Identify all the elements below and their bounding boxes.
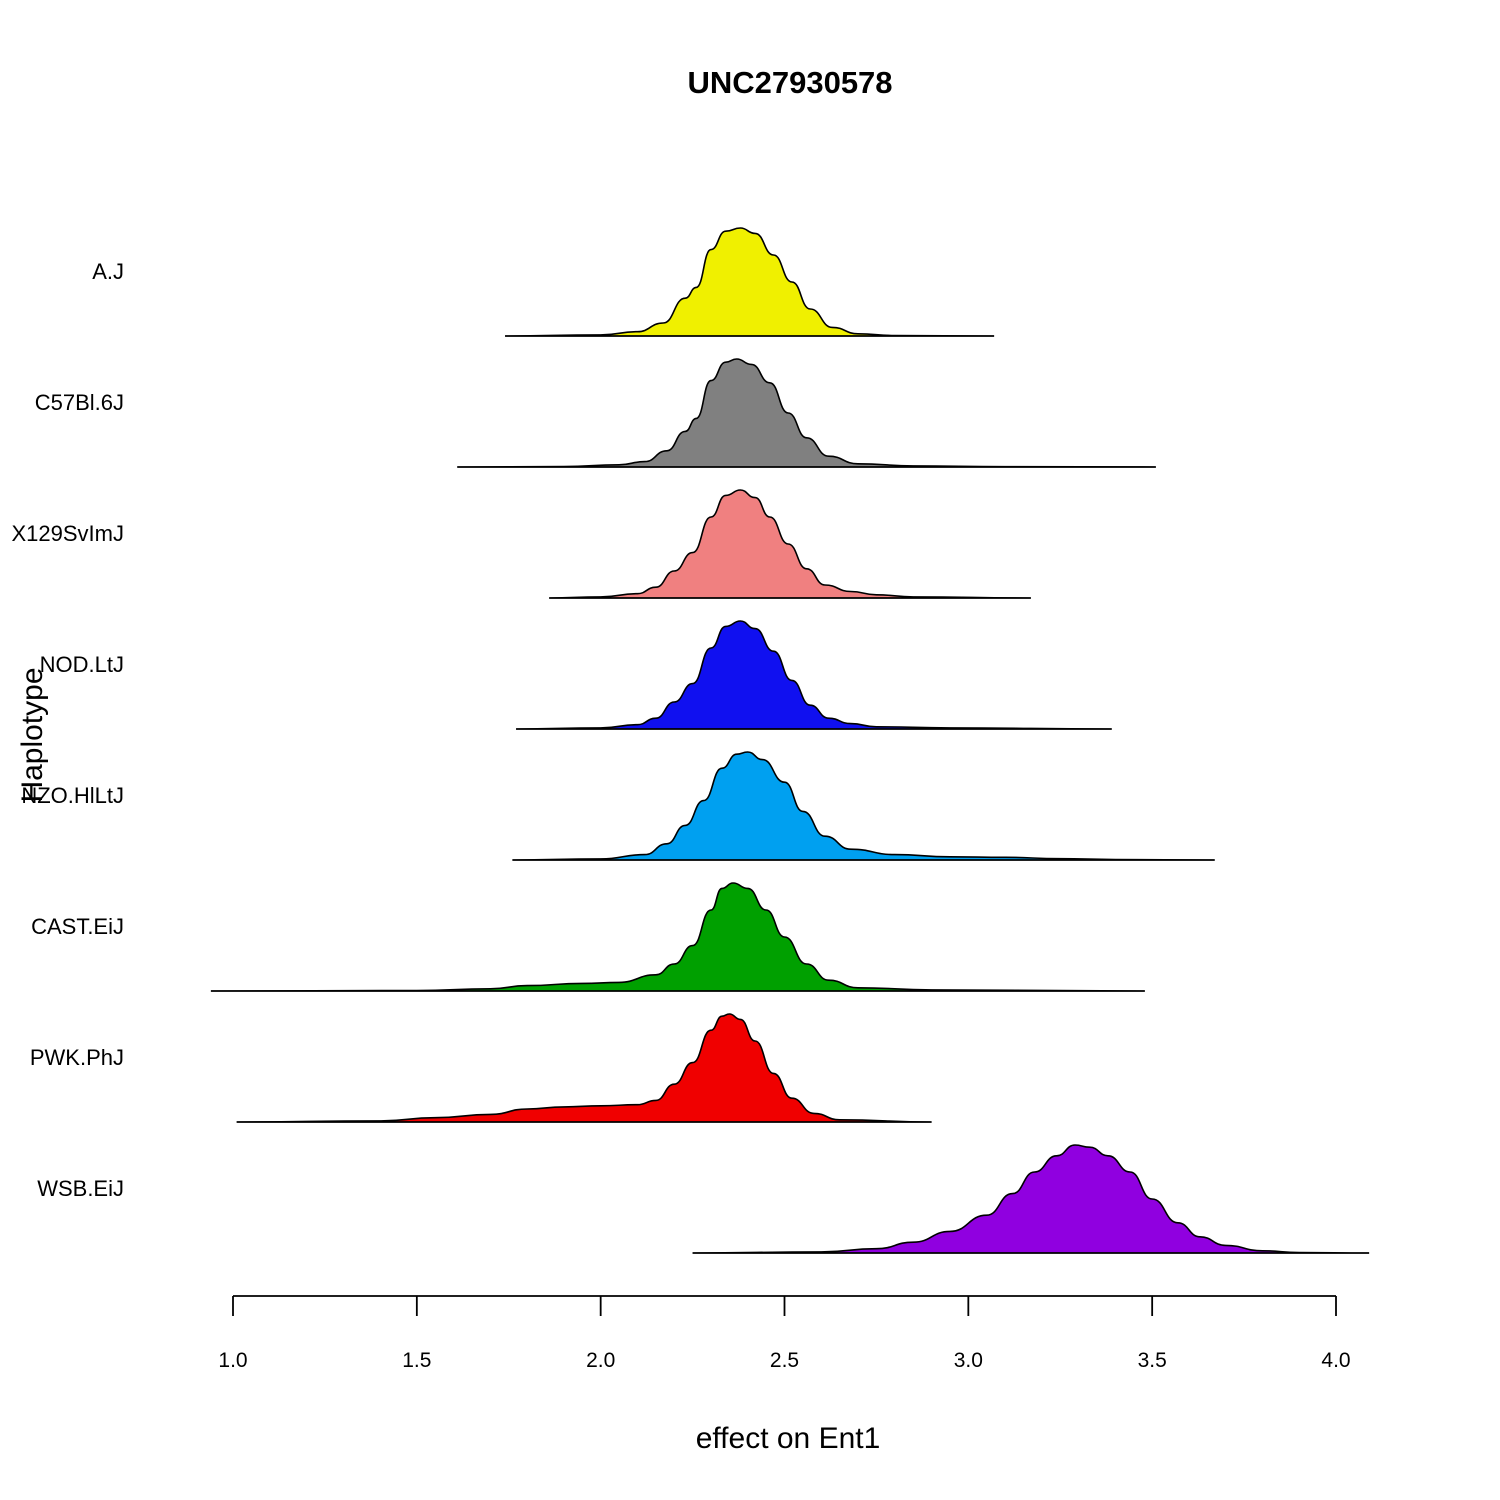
x-tick-label: 2.0 [586, 1349, 615, 1372]
ridge-pwk-phj: PWK.PhJ [30, 1013, 932, 1123]
x-axis-label: effect on Ent1 [696, 1422, 881, 1455]
ridge-a-j: A.J [92, 227, 995, 337]
category-label: NOD.LtJ [40, 652, 124, 677]
x-axis: 1.0 1.5 2.0 2.5 3.0 3.5 4.0 [218, 1295, 1351, 1372]
x-tick-label: 2.5 [770, 1349, 799, 1372]
category-label: X129SvImJ [12, 521, 125, 546]
x-tick-label: 1.5 [402, 1349, 431, 1372]
ridge-wsb-eij: WSB.EiJ [37, 1144, 1370, 1254]
density-area [210, 882, 1145, 992]
category-label: CAST.EiJ [31, 914, 124, 939]
x-tick-label: 3.5 [1138, 1349, 1167, 1372]
category-label: PWK.PhJ [30, 1045, 124, 1070]
density-area [549, 489, 1031, 599]
density-area [512, 751, 1215, 861]
y-axis-label: Haplotype [16, 667, 49, 802]
category-label: A.J [92, 259, 124, 284]
ridge-nzo-hlltj: NZO.HlLtJ [21, 751, 1215, 861]
x-tick-label: 4.0 [1321, 1349, 1350, 1372]
category-label: NZO.HlLtJ [21, 783, 124, 808]
ridges-group: A.J C57Bl.6J X129SvImJ NOD.LtJ NZO.HlLtJ CAST… [12, 227, 1370, 1254]
ridge-x129svimj: X129SvImJ [12, 489, 1031, 599]
density-area [692, 1144, 1370, 1254]
ridge-nod-ltj: NOD.LtJ [40, 620, 1112, 730]
ridge-c57bl-6j: C57Bl.6J [35, 358, 1156, 468]
category-label: WSB.EiJ [37, 1176, 124, 1201]
ridge-cast-eij: CAST.EiJ [31, 882, 1145, 992]
category-label: C57Bl.6J [35, 390, 124, 415]
density-area [505, 227, 995, 337]
density-area [457, 358, 1156, 468]
chart-title: UNC27930578 [687, 65, 892, 100]
density-area [236, 1013, 932, 1123]
x-tick-label: 1.0 [218, 1349, 247, 1372]
density-area [516, 620, 1112, 730]
x-tick-label: 3.0 [954, 1349, 983, 1372]
